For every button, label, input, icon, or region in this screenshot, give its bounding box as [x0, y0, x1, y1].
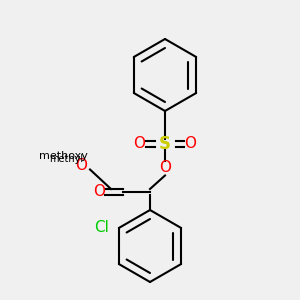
Text: O: O: [93, 184, 105, 200]
Text: O: O: [75, 158, 87, 172]
Text: methyl: methyl: [49, 154, 83, 164]
Text: methoxy: methoxy: [39, 151, 87, 161]
Text: O: O: [184, 136, 196, 152]
Text: O: O: [159, 160, 171, 175]
Text: S: S: [159, 135, 171, 153]
Text: O: O: [134, 136, 146, 152]
Text: Cl: Cl: [94, 220, 110, 236]
